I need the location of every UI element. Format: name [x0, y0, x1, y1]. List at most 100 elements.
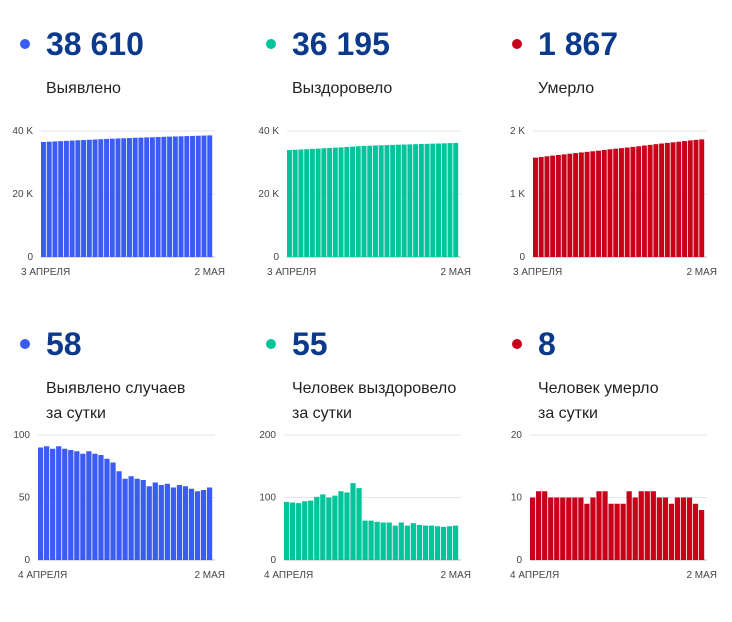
bar[interactable] — [632, 497, 638, 561]
bar[interactable] — [613, 148, 619, 257]
bar[interactable] — [69, 140, 75, 257]
bar[interactable] — [590, 497, 596, 561]
bar[interactable] — [659, 143, 665, 257]
bar[interactable] — [188, 488, 195, 560]
bar[interactable] — [386, 522, 392, 561]
bar[interactable] — [384, 145, 390, 257]
bar[interactable] — [128, 476, 134, 560]
bar[interactable] — [424, 143, 430, 257]
bar[interactable] — [195, 135, 201, 257]
bar[interactable] — [321, 148, 327, 257]
bar[interactable] — [596, 150, 601, 257]
bar[interactable] — [619, 148, 624, 257]
bar[interactable] — [350, 146, 355, 257]
bar[interactable] — [320, 494, 326, 560]
bar[interactable] — [536, 491, 542, 560]
bar[interactable] — [440, 526, 447, 560]
bar[interactable] — [641, 145, 647, 257]
bar[interactable] — [81, 140, 87, 257]
bar[interactable] — [132, 137, 138, 257]
bar[interactable] — [80, 453, 86, 560]
bar[interactable] — [636, 146, 642, 257]
bar[interactable] — [680, 497, 687, 561]
bar[interactable] — [92, 139, 98, 257]
bar[interactable] — [578, 152, 584, 257]
bar[interactable] — [390, 144, 396, 257]
bar[interactable] — [176, 485, 183, 560]
bar[interactable] — [692, 503, 699, 560]
bar[interactable] — [127, 138, 132, 257]
bar[interactable] — [184, 136, 190, 257]
bar[interactable] — [110, 462, 116, 561]
bar[interactable] — [686, 497, 693, 561]
bar[interactable] — [682, 141, 687, 257]
bar[interactable] — [104, 458, 110, 560]
bar[interactable] — [361, 145, 367, 257]
bar[interactable] — [287, 150, 292, 257]
bar[interactable] — [422, 525, 429, 560]
bar[interactable] — [533, 157, 538, 257]
bar[interactable] — [284, 501, 290, 560]
bar[interactable] — [626, 491, 632, 560]
bar[interactable] — [38, 447, 44, 561]
bar[interactable] — [668, 503, 675, 560]
bar[interactable] — [164, 483, 170, 560]
bar[interactable] — [407, 144, 413, 257]
bar[interactable] — [152, 482, 158, 561]
bar[interactable] — [418, 144, 424, 257]
bar[interactable] — [86, 451, 92, 560]
bar[interactable] — [332, 495, 338, 560]
bar[interactable] — [560, 497, 566, 561]
bar[interactable] — [302, 501, 308, 560]
bar[interactable] — [566, 497, 572, 561]
bar[interactable] — [416, 525, 422, 560]
bar[interactable] — [62, 448, 68, 560]
bar[interactable] — [638, 491, 644, 560]
bar[interactable] — [304, 149, 310, 257]
bar[interactable] — [182, 486, 189, 560]
bar[interactable] — [548, 497, 554, 561]
bar[interactable] — [584, 151, 590, 257]
bar[interactable] — [401, 144, 407, 257]
bar[interactable] — [367, 145, 373, 257]
bar[interactable] — [693, 139, 699, 257]
bar[interactable] — [561, 154, 567, 257]
bar[interactable] — [656, 497, 662, 561]
bar[interactable] — [453, 142, 459, 257]
bar[interactable] — [206, 487, 213, 561]
bar[interactable] — [109, 138, 115, 257]
bar[interactable] — [596, 491, 602, 560]
bar[interactable] — [98, 139, 104, 257]
bar[interactable] — [538, 157, 544, 257]
bar[interactable] — [167, 136, 173, 257]
bar[interactable] — [670, 142, 676, 257]
bar[interactable] — [52, 141, 58, 257]
bar[interactable] — [373, 145, 378, 257]
bar[interactable] — [332, 147, 338, 257]
bar[interactable] — [428, 525, 435, 560]
bar[interactable] — [608, 503, 614, 560]
bar[interactable] — [380, 522, 386, 561]
bar[interactable] — [200, 490, 207, 560]
bar[interactable] — [662, 497, 668, 561]
bar[interactable] — [578, 497, 584, 561]
bar[interactable] — [207, 135, 213, 257]
bar[interactable] — [630, 146, 636, 257]
bar[interactable] — [676, 141, 682, 257]
bar[interactable] — [530, 497, 536, 561]
bar[interactable] — [447, 143, 453, 257]
bar[interactable] — [368, 520, 374, 560]
bar[interactable] — [378, 145, 384, 257]
bar[interactable] — [63, 140, 69, 257]
bar[interactable] — [44, 446, 50, 560]
bar[interactable] — [653, 144, 659, 257]
bar[interactable] — [699, 139, 705, 257]
bar[interactable] — [138, 137, 144, 257]
bar[interactable] — [356, 488, 362, 560]
bar[interactable] — [326, 497, 332, 561]
bar[interactable] — [452, 525, 459, 560]
bar[interactable] — [650, 491, 656, 560]
bar[interactable] — [58, 141, 64, 257]
bar[interactable] — [308, 500, 314, 560]
bar[interactable] — [573, 153, 579, 257]
